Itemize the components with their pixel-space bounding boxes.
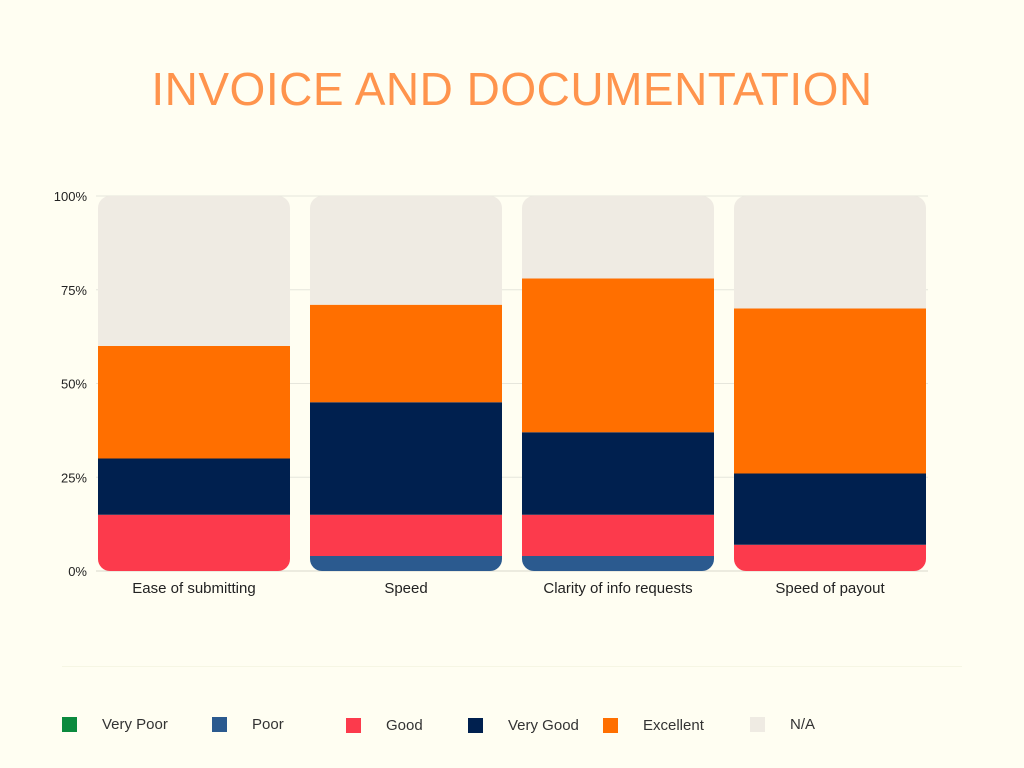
bar-segment xyxy=(734,544,926,571)
bar-segment xyxy=(522,432,714,515)
y-tick-label: 75% xyxy=(61,283,87,298)
bar-segment xyxy=(734,473,926,545)
x-category-label: Speed of payout xyxy=(775,580,885,597)
bar-segment xyxy=(522,278,714,433)
bar-segment xyxy=(310,196,502,305)
x-category-label: Clarity of info requests xyxy=(543,580,692,597)
y-axis-ticks: 0% 25% 50% 75% 100% xyxy=(54,189,88,579)
bars xyxy=(98,196,926,571)
legend-divider xyxy=(62,666,962,667)
bar-segment xyxy=(310,304,502,403)
y-tick-label: 50% xyxy=(61,377,87,392)
bar-stack xyxy=(734,196,926,571)
bar-stack xyxy=(98,196,290,571)
bar-segment xyxy=(98,514,290,571)
bar-segment xyxy=(310,556,502,571)
bar-segment xyxy=(522,514,714,556)
bar-segment xyxy=(98,346,290,459)
bar-segment xyxy=(522,196,714,279)
bar-segment xyxy=(98,196,290,346)
y-tick-label: 0% xyxy=(68,564,87,579)
bar-segment xyxy=(98,458,290,515)
bar-stack xyxy=(522,196,714,571)
bar-segment xyxy=(734,196,926,309)
x-category-label: Speed xyxy=(384,580,427,597)
bar-stack xyxy=(310,196,502,571)
x-axis-categories: Ease of submitting Speed Clarity of info r… xyxy=(132,580,885,597)
chart-title: INVOICE AND DOCUMENTATION xyxy=(151,63,873,115)
x-category-label: Ease of submitting xyxy=(132,580,255,597)
bar-segment xyxy=(734,308,926,474)
bar-segment xyxy=(310,514,502,556)
y-tick-label: 25% xyxy=(61,470,87,485)
bar-segment xyxy=(310,402,502,515)
y-tick-label: 100% xyxy=(54,189,88,204)
bar-segment xyxy=(522,556,714,571)
